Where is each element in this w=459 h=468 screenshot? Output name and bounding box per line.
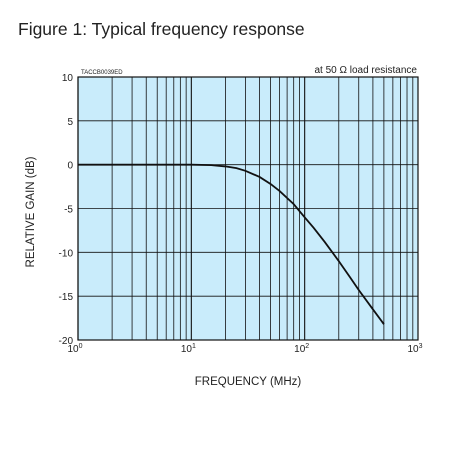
series-line [78, 163, 385, 325]
figure-code: TACCB0039ED [81, 70, 123, 76]
y-tick-label: -5 [64, 205, 73, 216]
x-tick-label: 101 [181, 343, 196, 355]
y-axis-label: RELATIVE GAIN (dB) [25, 156, 37, 267]
y-tick-label: -15 [59, 292, 74, 303]
plot-frame [77, 76, 419, 341]
x-tick-label: 100 [67, 343, 82, 355]
y-tick-label: 5 [67, 117, 73, 128]
y-tick-label: 10 [62, 73, 74, 84]
y-tick-label: -20 [59, 336, 74, 347]
y-tick-label: 0 [67, 161, 73, 172]
load-resistance-note: at 50 Ω load resistance [314, 65, 417, 76]
y-tick-labels: 10 5 0 -5 -10 -15 -20 [59, 73, 74, 347]
x-tick-label: 103 [407, 343, 422, 355]
x-axis-label: FREQUENCY (MHz) [195, 376, 302, 388]
figure-title: Figure 1: Typical frequency response [18, 19, 305, 39]
y-tick-label: -10 [59, 248, 74, 259]
x-tick-labels: 100 101 102 103 [67, 343, 422, 355]
x-tick-label: 102 [294, 343, 309, 355]
